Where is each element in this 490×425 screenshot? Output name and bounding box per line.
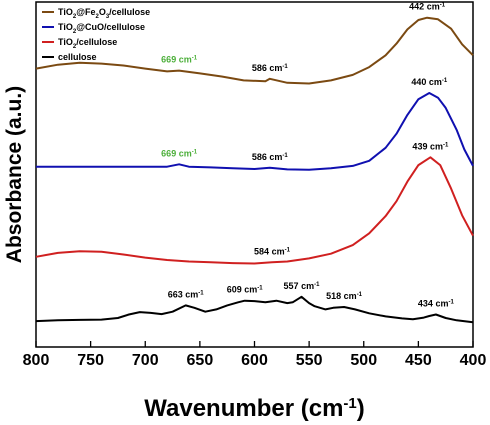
peak-label-4: 669 cm-1 [161, 148, 198, 158]
peak-label-11: 518 cm-1 [326, 291, 363, 301]
legend-label-3: cellulose [58, 52, 97, 62]
series-line-3 [35, 295, 474, 324]
peak-label-0: 442 cm-1 [409, 2, 446, 12]
x-tick-label-750: 750 [77, 352, 104, 369]
legend: TiO2@Fe2O3/cellulose TiO2@CuO/cellulose Ti… [42, 7, 150, 62]
x-tick-label-650: 650 [187, 352, 214, 369]
peak-label-8: 663 cm-1 [168, 289, 205, 299]
peak-label-6: 439 cm-1 [412, 141, 449, 151]
x-axis-ticks: 800 750 700 650 600 550 500 450 400 [23, 341, 487, 369]
legend-label-2: TiO2/cellulose [58, 37, 117, 50]
series-line-0 [35, 16, 474, 85]
legend-label-0: TiO2@Fe2O3/cellulose [58, 7, 150, 20]
x-tick-label-450: 450 [405, 352, 432, 369]
annotation-layer: 442 cm-1 669 cm-1 586 cm-1 440 cm-1 669 cm-1… [161, 2, 454, 309]
peak-label-1: 669 cm-1 [161, 55, 198, 65]
x-tick-label-500: 500 [350, 352, 377, 369]
peak-label-9: 609 cm-1 [227, 285, 264, 295]
series-line-1 [36, 92, 474, 171]
peak-label-5: 586 cm-1 [252, 152, 289, 162]
x-tick-label-400: 400 [460, 352, 487, 369]
x-tick-label-700: 700 [132, 352, 159, 369]
series-layer [35, 16, 474, 324]
peak-label-2: 586 cm-1 [252, 63, 289, 73]
y-axis-title: Absorbance (a.u.) [3, 86, 26, 263]
x-axis-title: Wavenumber (cm-1) [144, 395, 365, 423]
x-tick-label-800: 800 [23, 352, 50, 369]
x-tick-label-600: 600 [241, 352, 268, 369]
y-axis-label: Absorbance (a.u.) [3, 86, 26, 263]
series-line-2 [35, 156, 474, 265]
plot-frame [35, 1, 474, 348]
x-tick-label-550: 550 [296, 352, 323, 369]
x-axis-label: Wavenumber (cm-1) [144, 395, 365, 423]
peak-label-12: 434 cm-1 [418, 298, 455, 308]
peak-label-10: 557 cm-1 [284, 281, 321, 291]
legend-label-1: TiO2@CuO/cellulose [58, 22, 145, 35]
peak-label-3: 440 cm-1 [411, 77, 448, 87]
peak-label-7: 584 cm-1 [254, 246, 291, 256]
